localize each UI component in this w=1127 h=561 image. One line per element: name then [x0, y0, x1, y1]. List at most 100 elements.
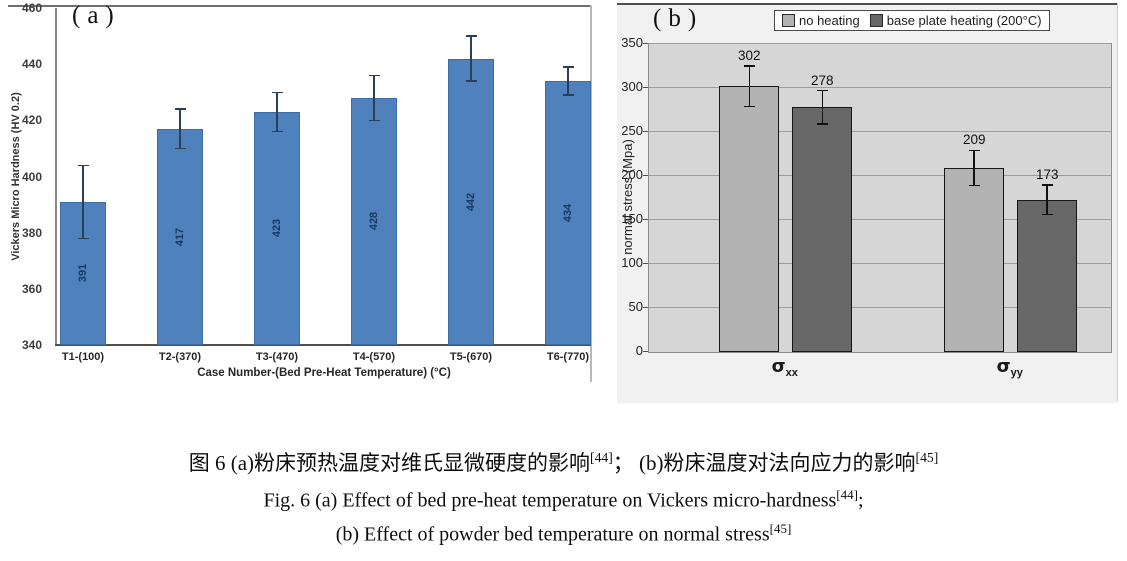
- sigma-subscript: xx: [785, 367, 798, 380]
- error-bar-T4-(570)-line: [373, 75, 375, 121]
- panel-b-right-border: [1117, 3, 1118, 401]
- caption-en2-text: (b) Effect of powder bed temperature on …: [335, 523, 770, 546]
- gridline-50: [649, 307, 1111, 308]
- bar-T5-(670): 442: [448, 58, 494, 345]
- error-bar-T3-(470)-cap-top: [271, 91, 283, 93]
- stress-chart-panel: (b) no heating base plate heating (200°C)…: [617, 3, 1118, 403]
- error-bar-σxx-0-line: [748, 66, 750, 107]
- hardness-x-tick-labels: T1-(100) T2-(370) T3-(470) T4-(570) T5-(670)…: [57, 351, 591, 367]
- error-bar-σxx-0-cap-bottom: [743, 105, 755, 108]
- stress-y-tick-labels: 0 50 100 150 200 250 300 350: [617, 35, 648, 358]
- bar-base-plate-heating-(200°C)-σxx: [792, 107, 853, 352]
- y-tick-400: 400: [21, 169, 42, 184]
- hardness-y-axis-line: [55, 8, 57, 345]
- error-bar-T6-(770)-line: [567, 66, 569, 96]
- y-tick-200: 200: [621, 167, 643, 182]
- bar-T6-(770): 434: [545, 81, 591, 345]
- legend-label: base plate heating (200°C): [886, 13, 1042, 28]
- caption-english-line2: (b) Effect of powder bed temperature on …: [0, 521, 1127, 547]
- bar-value-label: 442: [465, 192, 477, 211]
- bar-value-label: 434: [562, 203, 574, 223]
- error-bar-σxx-1-cap-bottom: [816, 123, 828, 125]
- x-tick-T5-(670): T5-(670): [449, 351, 493, 363]
- bar-T4-(570): 428: [351, 97, 397, 345]
- error-bar-T2-(370)-cap-bottom: [174, 147, 186, 150]
- bar-no-heating-σxx: [719, 86, 780, 352]
- hardness-x-axis-title: Case Number-(Bed Pre-Heat Temperature) (…: [197, 367, 451, 379]
- legend-item-base-plate-heating-(200°C): base plate heating (200°C): [869, 13, 1042, 28]
- legend-swatch: [869, 14, 883, 27]
- hardness-chart-panel: (a) Vickers Micro Hardness (HV 0.2) 340 3…: [0, 0, 592, 402]
- error-bar-T4-(570)-cap-bottom: [368, 119, 380, 122]
- sigma-symbol: σ: [771, 356, 786, 377]
- gridline-200: [649, 175, 1111, 176]
- gridline-250: [649, 131, 1111, 132]
- bar-base-plate-heating-(200°C)-σyy: [1017, 199, 1078, 352]
- caption-cn-text: 图 6 (a)粉床预热温度对维氏显微硬度的影响: [188, 451, 591, 475]
- sigma-subscript: yy: [1010, 367, 1023, 380]
- caption-cn-text2: ； (b)粉床温度对法向应力的影响: [612, 451, 916, 475]
- error-bar-σxx-0-cap-top: [743, 65, 755, 67]
- error-bar-T3-(470)-line: [276, 92, 278, 132]
- gridline-150: [649, 219, 1111, 220]
- error-bar-σyy-0-line: [973, 150, 975, 186]
- y-tickmark-200: [643, 175, 648, 176]
- error-bar-σyy-1-cap-bottom: [1041, 213, 1053, 216]
- y-tick-350: 350: [621, 35, 643, 50]
- caption-english-line1: Fig. 6 (a) Effect of bed pre-heat temper…: [0, 487, 1127, 513]
- stress-legend: no heating base plate heating (200°C): [774, 10, 1050, 31]
- legend-item-no-heating: no heating: [782, 13, 860, 28]
- category-label-σyy: σyy: [950, 356, 1070, 379]
- x-tick-T2-(370): T2-(370): [158, 351, 202, 363]
- y-tick-100: 100: [621, 255, 643, 270]
- y-tick-420: 420: [21, 113, 42, 128]
- x-tick-T6-(770): T6-(770): [546, 351, 590, 363]
- error-bar-T2-(370)-line: [179, 109, 181, 149]
- error-bar-T5-(670)-cap-top: [465, 35, 477, 37]
- caption-en1-text: Fig. 6 (a) Effect of bed pre-heat temper…: [263, 489, 837, 512]
- y-tickmark-250: [643, 131, 648, 132]
- bar-value-label: 391: [77, 264, 89, 283]
- category-label-σxx: σxx: [725, 356, 845, 379]
- error-bar-T4-(570)-cap-top: [368, 74, 380, 77]
- error-bar-σxx-1-line: [821, 90, 823, 125]
- caption-en1-tail: ;: [857, 489, 864, 512]
- y-tickmark-150: [643, 219, 648, 220]
- error-bar-T5-(670)-line: [470, 36, 472, 82]
- x-tick-T1-(100): T1-(100): [61, 351, 105, 363]
- y-tickmark-300: [643, 87, 648, 88]
- y-tick-50: 50: [628, 299, 643, 314]
- hardness-x-axis-line: [55, 344, 591, 346]
- hardness-plot-area: 391 417 423 428 442 434: [57, 8, 591, 345]
- y-tickmark-0: [643, 351, 648, 352]
- bar-value-label: 302: [737, 48, 761, 63]
- error-bar-σyy-0-cap-top: [968, 149, 980, 152]
- error-bar-σxx-1-cap-top: [816, 89, 828, 92]
- panel-b-label: (b): [653, 5, 704, 32]
- error-bar-T6-(770)-cap-bottom: [562, 94, 574, 96]
- y-tick-250: 250: [621, 123, 643, 138]
- error-bar-σyy-1-cap-top: [1041, 184, 1053, 186]
- error-bar-T3-(470)-cap-bottom: [271, 130, 283, 133]
- bar-T2-(370): 417: [157, 128, 203, 345]
- panel-a-right-border: [590, 5, 592, 382]
- caption-chinese: 图 6 (a)粉床预热温度对维氏显微硬度的影响[44]； (b)粉床温度对法向应…: [0, 447, 1127, 477]
- error-bar-σyy-0-cap-bottom: [968, 184, 980, 187]
- caption-cn-ref-45: [45]: [915, 450, 939, 465]
- panel-b-top-border: [617, 3, 1118, 5]
- error-bar-T1-(100)-cap-top: [77, 164, 89, 167]
- bar-value-label: 417: [174, 227, 186, 247]
- x-tick-T3-(470): T3-(470): [255, 351, 299, 363]
- legend-swatch: [782, 14, 795, 27]
- gridline-350: [649, 43, 1111, 44]
- hardness-y-tick-labels: 340 360 380 400 420 440 460: [0, 1, 48, 352]
- bar-value-label: 209: [962, 132, 986, 148]
- y-tick-440: 440: [21, 57, 42, 72]
- caption-cn-ref-44: [44]: [590, 450, 613, 465]
- sigma-symbol: σ: [996, 356, 1011, 377]
- stress-plot-area: 302 209 278 173: [648, 43, 1112, 353]
- legend-label: no heating: [799, 13, 860, 28]
- error-bar-T5-(670)-cap-bottom: [465, 80, 477, 82]
- y-tickmark-50: [643, 307, 648, 308]
- y-tick-340: 340: [21, 338, 42, 352]
